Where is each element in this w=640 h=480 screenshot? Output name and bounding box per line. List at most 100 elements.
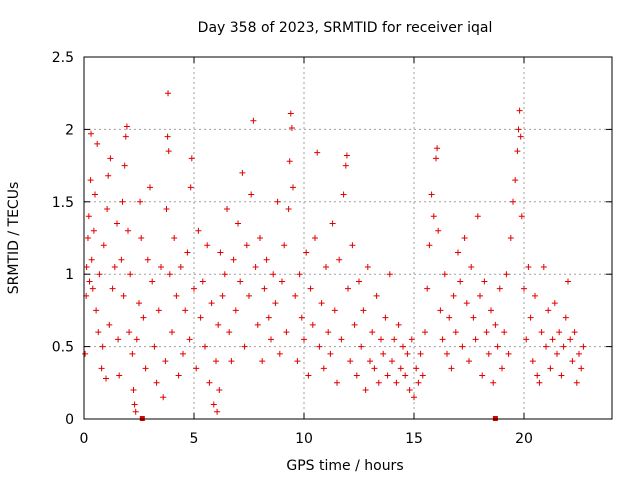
data-point <box>468 263 475 270</box>
data-point <box>116 372 123 379</box>
data-point <box>536 379 543 386</box>
data-point <box>239 169 246 176</box>
data-point <box>426 242 433 249</box>
data-point <box>287 110 294 117</box>
data-point <box>272 300 279 307</box>
data-point <box>505 350 512 357</box>
data-point <box>501 329 508 336</box>
data-point <box>331 307 338 314</box>
data-point <box>268 336 274 343</box>
data-point <box>545 307 552 314</box>
data-point <box>434 145 441 152</box>
data-point <box>188 155 195 162</box>
data-point <box>389 358 395 365</box>
data-point <box>165 148 172 155</box>
data-point <box>279 278 285 285</box>
plot-frame <box>83 56 613 420</box>
data-point <box>437 307 444 314</box>
data-point <box>109 285 116 292</box>
data-point <box>312 235 318 241</box>
data-point <box>202 343 208 350</box>
data-point <box>329 220 336 227</box>
data-point <box>527 314 534 321</box>
data-point <box>265 314 272 321</box>
data-point <box>96 271 103 278</box>
data-point <box>481 278 488 285</box>
data-point <box>217 249 224 256</box>
data-point <box>303 249 310 256</box>
data-point <box>400 343 406 350</box>
y-tick-label: 1 <box>65 267 74 283</box>
data-point <box>380 350 387 357</box>
data-point <box>160 394 167 401</box>
data-point <box>123 123 130 130</box>
data-point <box>336 256 343 263</box>
data-point <box>483 329 490 336</box>
data-point <box>263 256 270 263</box>
data-point <box>114 220 120 227</box>
data-point <box>576 350 582 357</box>
data-point <box>210 401 217 408</box>
data-point <box>525 263 532 270</box>
data-point <box>204 242 211 249</box>
data-point <box>259 358 266 365</box>
data-point <box>89 285 96 292</box>
data-point <box>424 285 431 292</box>
data-point <box>169 329 175 336</box>
chart-title: Day 358 of 2023, SRMTID for receiver iqa… <box>198 20 493 36</box>
data-point <box>173 292 180 299</box>
data-point <box>243 242 250 249</box>
data-point <box>461 235 468 241</box>
data-point <box>281 242 288 249</box>
data-point <box>118 256 125 263</box>
data-point <box>165 90 172 97</box>
data-point <box>106 321 113 328</box>
data-point <box>296 271 303 278</box>
data-point <box>314 149 321 156</box>
data-point <box>340 191 347 198</box>
data-point <box>87 177 94 184</box>
data-point <box>543 343 549 350</box>
data-point <box>512 177 519 184</box>
data-point <box>514 148 521 155</box>
data-point <box>216 387 223 394</box>
data-point <box>342 162 349 169</box>
data-point <box>356 278 362 285</box>
data-point <box>151 343 158 350</box>
data-point <box>334 379 340 386</box>
data-point <box>213 358 219 365</box>
data-point <box>208 300 215 307</box>
data-point <box>353 372 360 379</box>
data-point <box>228 358 235 365</box>
data-point <box>499 365 505 372</box>
data-point <box>119 198 126 205</box>
data-point <box>248 191 255 198</box>
data-point <box>180 350 186 357</box>
data-point <box>186 336 193 343</box>
data-point <box>554 350 560 357</box>
data-point <box>417 350 424 357</box>
data-point <box>104 206 111 213</box>
data-point <box>184 249 191 256</box>
data-point <box>94 140 101 147</box>
data-point <box>323 263 329 270</box>
data-point <box>250 117 257 124</box>
data-point <box>393 379 400 386</box>
data-point <box>254 321 261 328</box>
data-point <box>115 336 122 343</box>
data-point <box>395 321 402 328</box>
data-point <box>562 314 569 321</box>
data-point <box>441 271 448 278</box>
data-point <box>276 350 283 357</box>
data-point <box>155 307 162 314</box>
data-point <box>85 213 92 220</box>
data-point <box>567 336 574 343</box>
data-point <box>547 365 554 372</box>
data-point <box>100 242 107 249</box>
data-point <box>90 227 97 234</box>
data-point <box>510 198 516 205</box>
data-point <box>199 278 206 285</box>
data-point <box>343 152 350 159</box>
data-point <box>521 285 527 292</box>
data-point <box>301 336 307 343</box>
